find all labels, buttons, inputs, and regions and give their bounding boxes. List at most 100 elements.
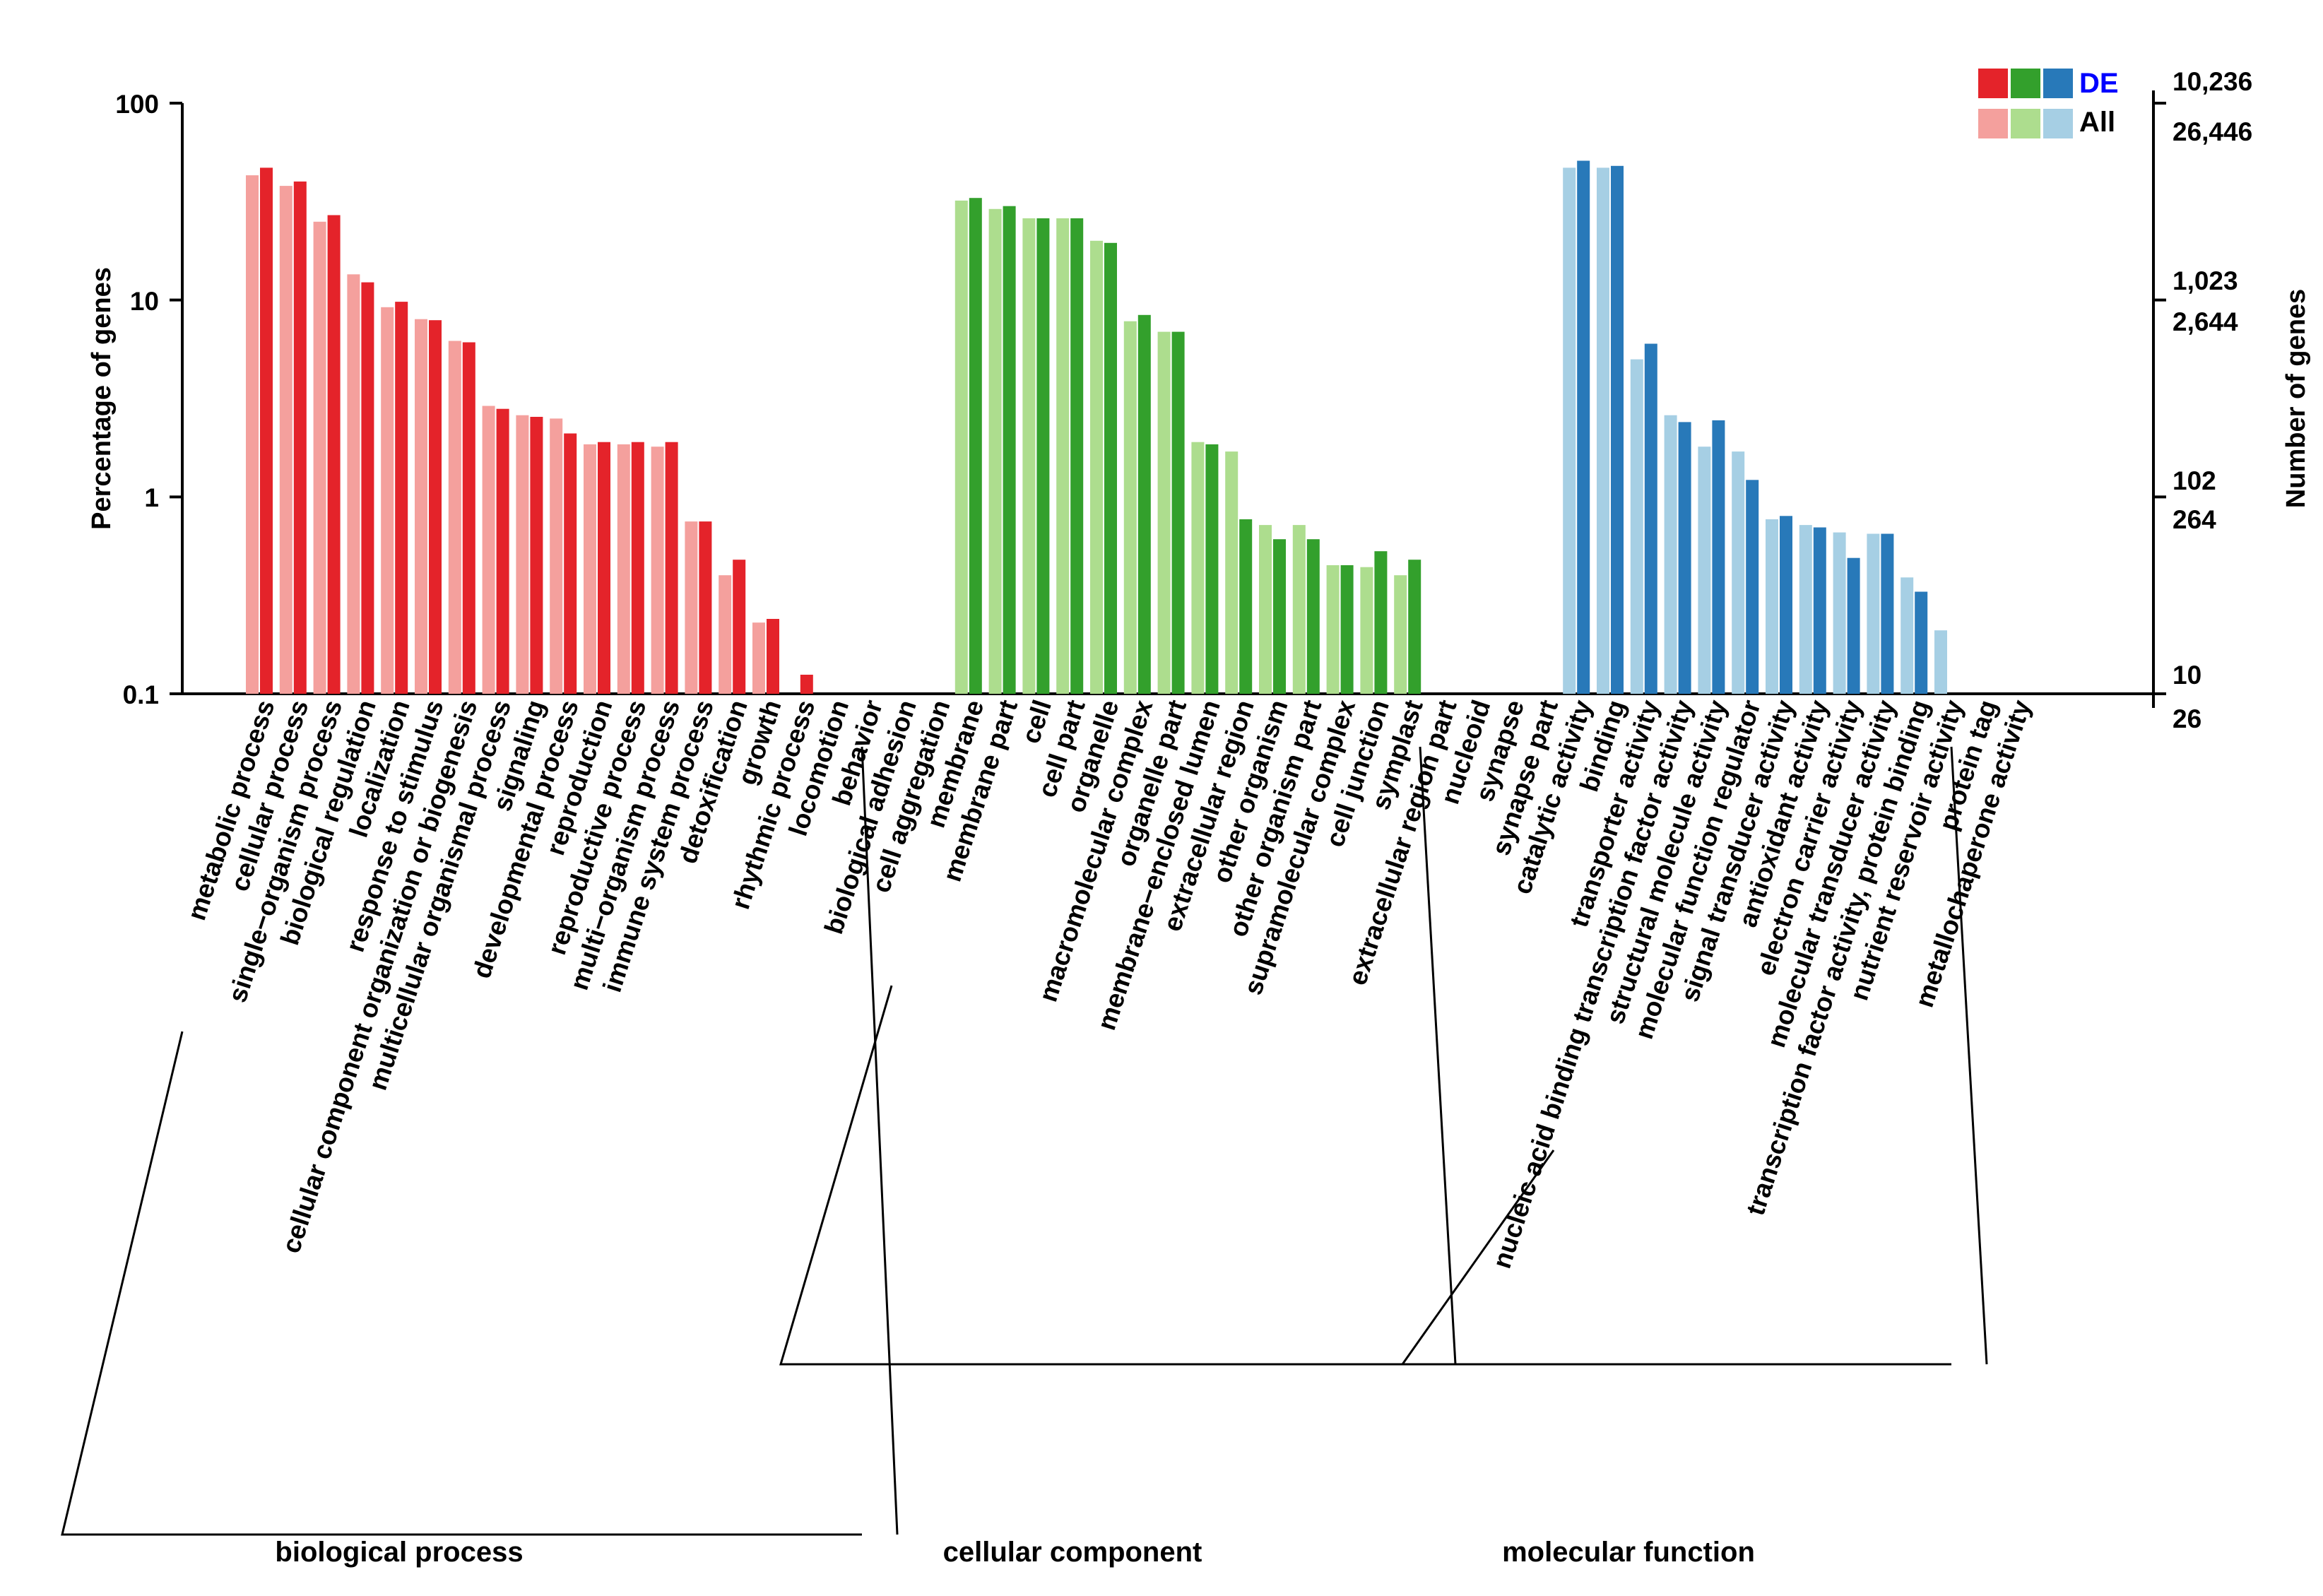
bar-all bbox=[1766, 519, 1778, 694]
bar-all bbox=[1698, 447, 1711, 694]
bar-de bbox=[1881, 533, 1894, 694]
right-tick-all-label: 264 bbox=[2173, 505, 2216, 534]
bar-de bbox=[1746, 480, 1759, 694]
bars-layer bbox=[246, 160, 1947, 694]
legend-swatch-cc-de bbox=[2011, 69, 2040, 98]
bar-de bbox=[260, 167, 273, 694]
group-bracket-edge bbox=[1419, 746, 1457, 1365]
group-bracket-edge bbox=[1950, 746, 1988, 1365]
bar-all bbox=[1191, 442, 1205, 694]
bar-de bbox=[1104, 242, 1117, 694]
group-bracket bbox=[779, 985, 1420, 1366]
bar-all bbox=[1022, 218, 1036, 694]
y-tick-label: 10 bbox=[130, 287, 159, 316]
bar-all bbox=[954, 200, 968, 694]
bar-de bbox=[530, 417, 543, 694]
bar-all bbox=[279, 186, 292, 694]
group-bracket-edge bbox=[861, 746, 899, 1535]
bar-de bbox=[564, 433, 577, 694]
y-tick-label: 0.1 bbox=[123, 680, 159, 709]
legend-label-all: All bbox=[2079, 107, 2115, 138]
bar-de bbox=[631, 442, 644, 694]
right-tick-de-label: 102 bbox=[2173, 466, 2216, 495]
bar-all bbox=[1901, 577, 1914, 694]
bar-all bbox=[1732, 451, 1745, 694]
bar-de bbox=[1847, 557, 1860, 694]
bar-all bbox=[415, 319, 427, 694]
bar-all bbox=[1934, 630, 1947, 694]
bar-all bbox=[1394, 575, 1407, 694]
bar-all bbox=[313, 221, 326, 694]
bar-all bbox=[584, 444, 596, 694]
legend-swatch-cc-all bbox=[2011, 109, 2040, 138]
bar-all bbox=[1833, 532, 1846, 694]
group-bracket bbox=[61, 1031, 862, 1536]
bar-de bbox=[1137, 314, 1151, 694]
bar-de bbox=[733, 560, 746, 694]
bar-de bbox=[665, 442, 678, 694]
bar-all bbox=[1326, 565, 1340, 694]
bar-all bbox=[550, 418, 563, 694]
bar-all bbox=[482, 406, 495, 694]
bar-all bbox=[1157, 331, 1171, 694]
right-tick-all-label: 2,644 bbox=[2173, 307, 2238, 336]
bar-de bbox=[1239, 519, 1253, 694]
bar-de bbox=[699, 521, 712, 694]
legend-swatch-mf-de bbox=[2043, 69, 2073, 98]
y-axis-title: Percentage of genes bbox=[87, 267, 117, 530]
bar-de bbox=[462, 342, 475, 694]
bar-de bbox=[1205, 444, 1219, 694]
bar-all bbox=[1292, 525, 1306, 694]
bar-de bbox=[1813, 527, 1826, 694]
bar-all bbox=[651, 447, 664, 694]
bar-all bbox=[752, 622, 765, 694]
bar-all bbox=[1563, 167, 1576, 694]
bar-de bbox=[1003, 206, 1016, 694]
bar-de bbox=[1577, 160, 1590, 694]
bar-all bbox=[1090, 240, 1103, 694]
y-tick-label: 100 bbox=[115, 90, 159, 119]
bar-de bbox=[361, 282, 374, 694]
y-tick-label: 1 bbox=[144, 483, 159, 512]
bar-all bbox=[719, 575, 732, 694]
right-tick-all-label: 26 bbox=[2173, 704, 2201, 733]
right-tick-de-label: 1,023 bbox=[2173, 266, 2238, 295]
bar-all bbox=[516, 415, 529, 694]
bar-de bbox=[1408, 560, 1421, 694]
bar-all bbox=[347, 274, 360, 694]
group-bracket bbox=[1400, 1149, 1951, 1366]
right-tick-de-label: 10 bbox=[2173, 661, 2201, 690]
bar-de bbox=[496, 408, 509, 694]
bar-de bbox=[1780, 516, 1792, 694]
bar-de bbox=[1915, 591, 1928, 694]
bar-all bbox=[1630, 359, 1643, 694]
bar-all bbox=[1123, 321, 1137, 694]
bar-de bbox=[293, 181, 307, 694]
bar-all bbox=[1056, 218, 1070, 694]
legend: DE All bbox=[1978, 68, 2119, 138]
bar-all bbox=[1799, 525, 1812, 694]
bar-de bbox=[1644, 343, 1657, 694]
bar-all bbox=[1360, 567, 1373, 694]
right-axis-title: Number of genes bbox=[2281, 289, 2311, 508]
bar-de bbox=[1340, 565, 1354, 694]
bar-all bbox=[1259, 525, 1272, 694]
bar-all bbox=[685, 521, 698, 694]
bar-de bbox=[1036, 218, 1050, 694]
bar-all bbox=[988, 208, 1002, 694]
group-label: cellular component bbox=[943, 1537, 1202, 1568]
right-tick-de-label: 10,236 bbox=[2173, 67, 2252, 96]
group-label: molecular function bbox=[1502, 1537, 1755, 1568]
legend-swatch-bp-all bbox=[1978, 109, 2008, 138]
bar-de bbox=[1712, 420, 1725, 694]
bar-de bbox=[327, 215, 341, 694]
bar-de bbox=[1678, 422, 1691, 694]
bar-de bbox=[598, 442, 610, 694]
bar-de bbox=[429, 320, 442, 694]
legend-swatch-bp-de bbox=[1978, 69, 2008, 98]
group-brackets: biological process cellular component mole… bbox=[61, 746, 1988, 1568]
bar-all bbox=[381, 307, 394, 694]
bar-all bbox=[1225, 451, 1239, 694]
bar-all bbox=[448, 341, 461, 694]
